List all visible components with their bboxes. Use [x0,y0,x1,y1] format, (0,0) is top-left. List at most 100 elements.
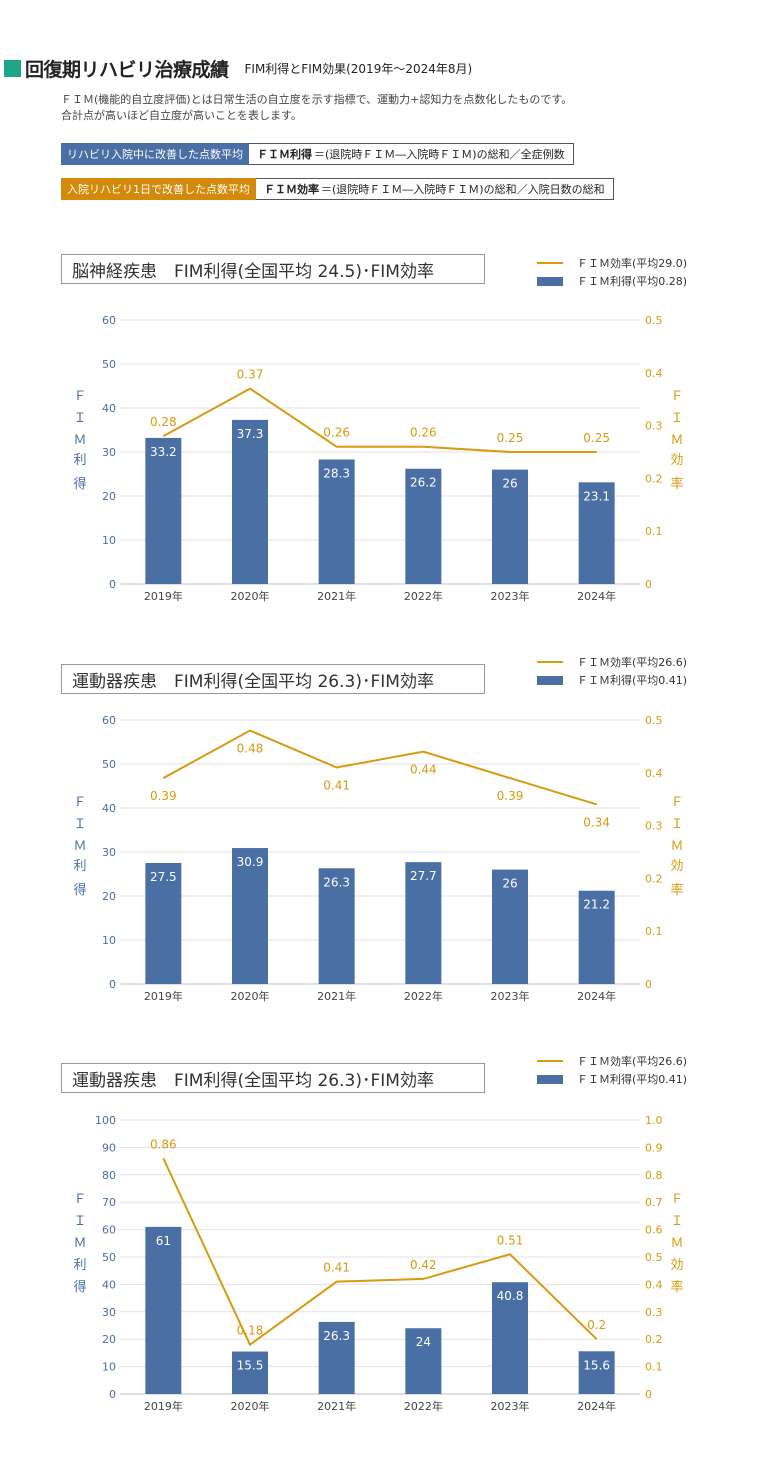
efficiency-line [162,1157,598,1347]
legend-item-bar: ＦＩＭ利得(平均0.41) [537,671,687,689]
x-axis-category-label: 2024年 [577,589,616,603]
definition-term: ＦＩＭ利得 [257,148,312,161]
right-axis-tick-label: 0.4 [645,367,663,380]
right-axis-tick-label: 0.3 [645,420,663,433]
definition-formula-box: ＦＩＭ効率 ＝(退院時ＦＩＭ―入院時ＦＩＭ)の総和／入院日数の総和 [256,178,614,200]
chart-plot: 010203040506000.10.20.30.40.5ＦＩＭ利得ＦＩＭ効率3… [73,314,683,603]
page-title: 回復期リハビリ治療成績 [25,58,229,81]
left-axis-tick-label: 70 [102,1196,116,1209]
left-axis-tick-label: 10 [102,1361,116,1374]
chart-ortho-1: 運動器疾患 FIM利得(全国平均 26.3)･FIM効率 ＦＩＭ効率(平均26.… [0,656,760,1009]
bar-value-label: 27.5 [150,870,177,884]
definition-fim-gain: リハビリ入院中に改善した点数平均 ＦＩＭ利得 ＝(退院時ＦＩＭ―入院時ＦＩＭ)の… [61,143,574,165]
right-axis-tick-label: 0.3 [645,820,663,833]
x-axis-category-label: 2019年 [144,589,183,603]
x-axis-category-label: 2023年 [491,1399,530,1413]
left-axis-label-char: Ｍ [73,1236,86,1251]
bar-value-label: 61 [156,1234,171,1248]
left-axis-tick-label: 50 [102,758,116,771]
bar-value-label: 24 [416,1335,431,1349]
bar [492,869,528,984]
left-axis-tick-label: 0 [109,578,116,591]
left-axis-label-char: Ｉ [73,1214,86,1229]
right-axis-tick-label: 0.5 [645,314,663,327]
line-value-label: 0.39 [150,789,177,803]
efficiency-line [162,387,597,453]
chart-legend: ＦＩＭ効率(平均29.0) ＦＩＭ利得(平均0.28) [537,254,687,290]
line-value-label: 0.44 [410,763,437,777]
x-axis-category-label: 2023年 [491,589,530,603]
line-value-label: 0.41 [323,1261,350,1275]
definition-fim-efficiency: 入院リハビリ1日で改善した点数平均 ＦＩＭ効率 ＝(退院時ＦＩＭ―入院時ＦＩＭ)… [61,178,614,200]
left-axis-label-char: 得 [73,476,86,492]
left-axis-tick-label: 30 [102,846,116,859]
legend-line-swatch [537,1060,563,1062]
bar-value-label: 26.2 [410,476,437,490]
bar [232,419,268,584]
legend-line-swatch [537,661,563,663]
bar-value-label: 27.7 [410,869,437,883]
left-axis-tick-label: 40 [102,1278,116,1291]
left-axis-label-char: Ｆ [73,389,86,404]
line-value-label: 0.51 [497,1233,524,1247]
line-value-label: 0.26 [410,426,437,440]
left-axis-label-char: 利 [73,453,86,468]
left-axis-tick-label: 0 [109,978,116,991]
line-value-label: 0.28 [150,415,177,429]
bar [145,1226,182,1394]
right-axis-label-char: 率 [670,882,683,898]
chart-legend: ＦＩＭ効率(平均26.6) ＦＩＭ利得(平均0.41) [537,1052,687,1088]
page-subtitle: FIM利得とFIM効果(2019年～2024年8月) [244,61,473,76]
right-axis-label-char: Ｆ [670,1192,683,1207]
bar [232,848,268,984]
right-axis-label-char: 効 [670,1258,683,1273]
right-axis-tick-label: 0.4 [645,767,663,780]
right-axis-tick-label: 0.5 [645,714,663,727]
legend-bar-label: ＦＩＭ利得(平均0.41) [577,1073,688,1086]
right-axis-tick-label: 0.2 [645,472,663,485]
right-axis-tick-label: 0 [645,978,652,991]
line-value-label: 0.41 [323,779,350,793]
right-axis-tick-label: 0.8 [645,1169,663,1182]
right-axis-tick-label: 0.3 [645,1306,663,1319]
x-axis-category-label: 2020年 [231,589,270,603]
legend-item-line: ＦＩＭ効率(平均26.6) [537,1052,687,1070]
efficiency-line [162,729,597,806]
definition-formula: ＝(退院時ＦＩＭ―入院時ＦＩＭ)の総和／全症例数 [314,148,565,161]
right-axis-tick-label: 0 [645,1388,652,1401]
chart-legend: ＦＩＭ効率(平均26.6) ＦＩＭ利得(平均0.41) [537,653,687,689]
left-axis-label-char: Ｆ [73,1192,86,1207]
bar-value-label: 40.8 [497,1289,524,1303]
left-axis-tick-label: 10 [102,934,116,947]
bar [145,437,182,584]
left-axis-tick-label: 20 [102,890,116,903]
bar [318,1321,355,1394]
line-value-label: 0.25 [497,431,524,445]
legend-bar-swatch [537,276,563,286]
left-axis-tick-label: 30 [102,446,116,459]
right-axis-label-char: Ｆ [670,389,683,404]
definition-label: リハビリ入院中に改善した点数平均 [61,143,249,165]
definition-formula-box: ＦＩＭ利得 ＝(退院時ＦＩＭ―入院時ＦＩＭ)の総和／全症例数 [249,143,574,165]
bar-value-label: 30.9 [237,855,264,869]
bar-value-label: 37.3 [237,427,264,441]
legend-line-swatch [537,262,563,264]
bar [405,468,442,584]
fim-description: ＦＩＭ(機能的自立度評価)とは日常生活の自立度を示す指標で、運動力+認知力を点数… [61,92,572,124]
chart-title: 運動器疾患 FIM利得(全国平均 26.3)･FIM効率 [61,664,485,694]
bar [405,1328,442,1394]
bar [578,1351,615,1394]
left-axis-tick-label: 100 [95,1114,116,1127]
left-axis-label-char: 利 [73,1258,86,1273]
left-axis-tick-label: 10 [102,534,116,547]
bar-value-label: 15.5 [237,1359,264,1373]
right-axis-tick-label: 0.2 [645,872,663,885]
bar-value-label: 23.1 [583,489,610,503]
left-axis-tick-label: 20 [102,1333,116,1346]
right-axis-label-char: 効 [670,859,683,874]
bar-value-label: 26 [502,877,517,891]
definition-formula: ＝(退院時ＦＩＭ―入院時ＦＩＭ)の総和／入院日数の総和 [321,183,605,196]
right-axis-label-char: Ｉ [670,1214,683,1229]
line-value-label: 0.86 [150,1137,177,1151]
bar [492,1282,528,1394]
